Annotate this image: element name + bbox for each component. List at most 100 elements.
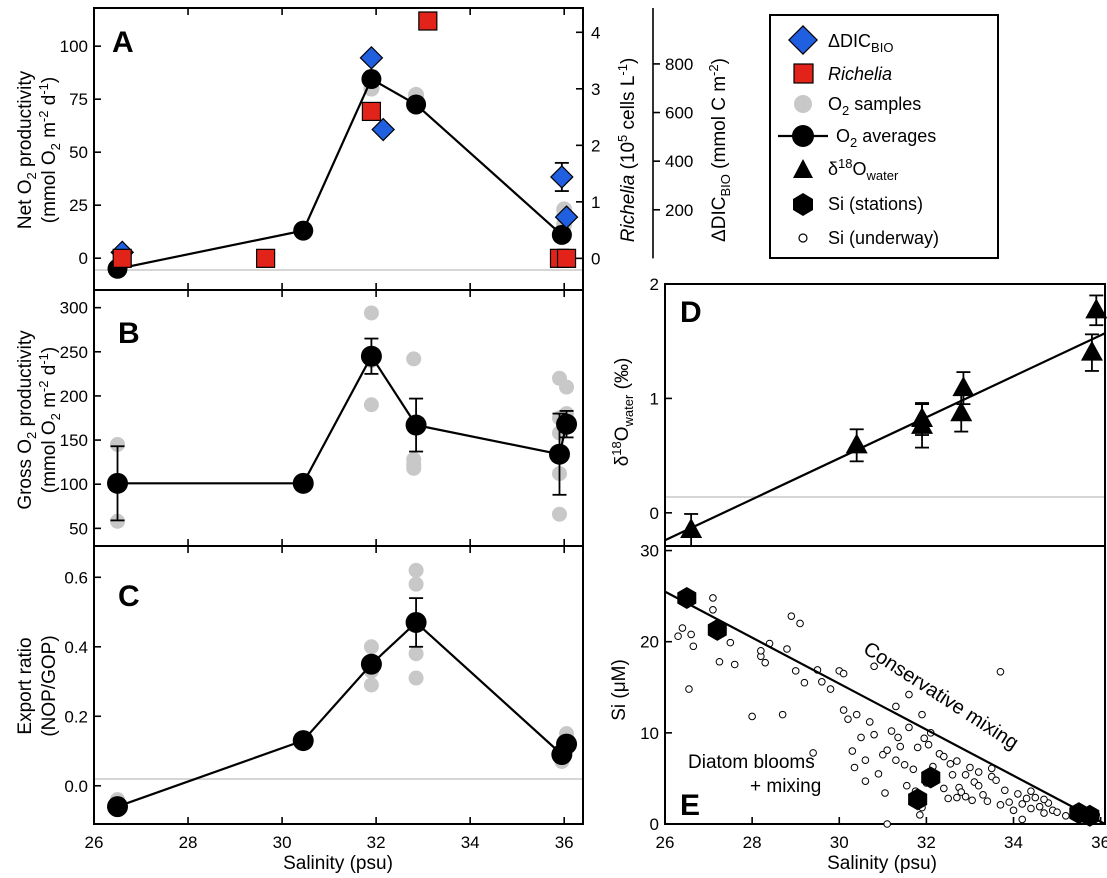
panel-e-si-underway-point (946, 760, 955, 768)
legend-d18o-marker (793, 159, 813, 178)
panel-e-xtick-label: 30 (830, 833, 849, 852)
panel-c-o2-sample-point (408, 562, 424, 578)
panel-d-d18o-point (845, 433, 868, 454)
panel-a-ytick-label: 100 (60, 37, 88, 56)
panel-e-si-underway-point (974, 781, 983, 790)
panel-c-o2-average-point (556, 733, 578, 755)
panel-e-si-underway-point (944, 794, 952, 803)
panel-e-xtick-label: 28 (743, 833, 762, 852)
panel-a-dic-point (359, 45, 384, 70)
panel-b-o2-average-point (405, 414, 427, 436)
panel-e-si-underway-point (674, 632, 682, 641)
panel-e-si-underway-point (896, 742, 905, 751)
panel-e-si-underway-point (953, 757, 961, 765)
legend-richelia-marker (793, 63, 814, 84)
panel-e-xtick-label: 34 (1004, 833, 1023, 852)
panel-e-si-station-point (921, 766, 941, 789)
panel-e-si-underway-point (905, 690, 913, 699)
panel-e-si-underway-point (968, 796, 976, 805)
legend-dic-label: ΔDICBIO (828, 31, 893, 55)
panel-c-ytick-label: 0.2 (64, 707, 88, 726)
panel-d-d18o-point (952, 376, 975, 397)
panel-e-si-underway-point (826, 685, 835, 693)
panel-e-si-underway-point (940, 752, 948, 761)
panel-c-o2-average-point (405, 611, 427, 633)
panel-e-si-underway-point (924, 740, 933, 749)
panel-b-ytick-label: 150 (60, 431, 88, 450)
panel-e-letter: E (680, 789, 700, 822)
panel-e-si-underway-point (689, 642, 698, 651)
panel-c-o2-sample-point (363, 677, 379, 693)
panel-a-frame (93, 7, 584, 291)
panel-a-ytick-label: 75 (69, 90, 88, 109)
richelia-axis-tick-label: 1 (591, 193, 600, 212)
panel-e-si-underway-point (857, 733, 865, 742)
panel-e-si-underway-point (818, 678, 826, 686)
panel-e-si-underway-point (909, 765, 918, 774)
panel-e: E 0 10 20 30 26 28 30 32 34 36 Si (μM) Salinity (… (609, 542, 1107, 874)
panel-c-xtick-label: 26 (85, 833, 104, 852)
panel-c-o2-sample-point (363, 639, 379, 655)
panel-e-si-underway-point (1053, 808, 1061, 816)
legend-averages-marker (792, 125, 814, 147)
panel-d-d18o-point (1080, 340, 1103, 361)
panel-b-o2-sample-point (559, 379, 575, 395)
panel-e-si-underway-point (709, 606, 717, 614)
panel-b-ytick-label: 250 (60, 343, 88, 362)
panel-e-si-station-point (1080, 804, 1100, 827)
panel-b-o2-sample-point (406, 351, 422, 367)
panel-b-o2-average-point (292, 472, 314, 494)
panel-a-dic-point (554, 205, 579, 229)
panel-e-si-underway-point (1022, 794, 1031, 803)
panel-b-letter: B (118, 317, 140, 350)
panel-c-o2-sample-point (408, 670, 424, 686)
panel-b-ylabel-line2: (mmol O2 m-2 d-1) (36, 347, 63, 493)
panel-b-o2-average-point (107, 472, 129, 494)
panel-e-si-underway-point (1005, 798, 1013, 806)
panel-e-si-underway-point (894, 733, 902, 742)
panel-b-o2-sample-point (406, 451, 422, 467)
panel-d-fit-line (664, 332, 1106, 542)
panel-d-frame (664, 283, 1106, 547)
panel-e-si-underway-point (726, 638, 735, 647)
panel-c-xtick-label: 28 (179, 833, 198, 852)
panel-c-ytick-label: 0.6 (64, 568, 88, 587)
panel-b-marks: 50 100 150 200 250 300 (60, 290, 578, 546)
panel-b-o2-sample-point (110, 436, 126, 452)
panel-e-si-underway-point (961, 770, 970, 779)
panel-a-richelia-point (361, 101, 382, 122)
panel-b-ytick-label: 50 (69, 519, 88, 538)
panel-e-si-underway-point (892, 702, 900, 711)
panel-d-d18o-point (950, 401, 973, 422)
panel-a-richelia-point (256, 248, 276, 268)
panel-e-si-station-point (908, 788, 928, 811)
panel-e-si-underway-point (850, 763, 859, 772)
panel-e-si-underway-point (791, 667, 800, 675)
panel-d-d18o-point (1085, 298, 1107, 319)
panel-e-si-underway-point (1027, 804, 1035, 813)
panel-b-o2-sample-point (363, 397, 379, 413)
panel-e-si-underway-point (678, 624, 687, 632)
panel-e-si-underway-point (957, 788, 966, 796)
panel-b-ylabel-line1: Gross O2 productivity (15, 330, 39, 510)
panel-d-letter: D (680, 296, 702, 329)
legend-si-underway-label: Si (underway) (828, 228, 939, 248)
panel-e-si-underway-point (761, 658, 769, 667)
panel-d-d18o-point (911, 407, 934, 428)
dic-axis-tick-label: 400 (665, 152, 693, 171)
panel-e-ylabel: Si (μM) (609, 659, 630, 721)
panel-a-letter: A (112, 26, 134, 59)
diatom-label-line2: + mixing (750, 776, 821, 797)
panel-c-xtick-label: 34 (461, 833, 480, 852)
panel-a-o2-average-point (293, 220, 314, 241)
panel-d: D 0 1 2 δ18Owater (‰) (609, 275, 1107, 547)
panel-e-si-underway-point (913, 743, 922, 752)
panel-e-si-underway-point (948, 770, 957, 779)
panel-e-xlabel: Salinity (psu) (827, 853, 937, 874)
panel-e-ytick-label: 30 (640, 542, 659, 561)
panel-e-si-underway-point (778, 710, 787, 719)
panel-e-si-underway-point (879, 750, 887, 759)
panel-b: B 50 100 150 200 250 300 Gross O2 productivit… (15, 289, 584, 547)
panel-e-si-underway-point (905, 723, 913, 732)
panel-e-si-underway-point (953, 793, 961, 802)
